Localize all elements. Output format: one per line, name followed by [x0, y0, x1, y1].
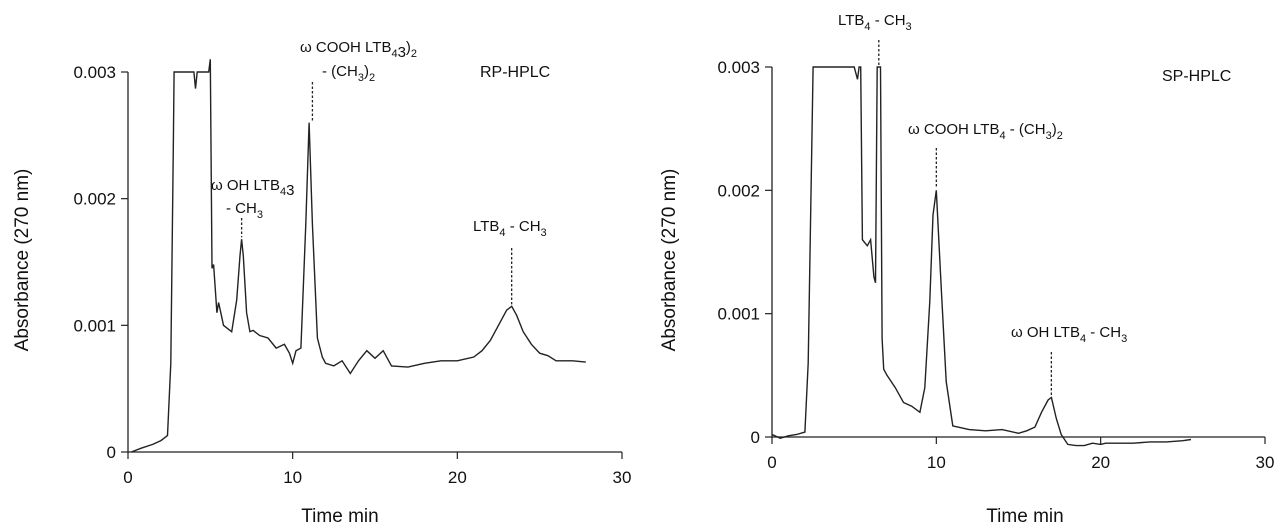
x-tick-label: 10 — [927, 453, 946, 472]
y-tick-label: 0.002 — [717, 181, 760, 200]
axes — [127, 72, 622, 453]
y-ticks: 0 0.001 0.002 0.003 — [717, 58, 772, 447]
y-tick-label: 0 — [751, 428, 760, 447]
x-tick-label: 30 — [1256, 453, 1275, 472]
peak-label: ω COOH LTB43)2 — [300, 39, 417, 61]
x-tick-label: 0 — [767, 453, 776, 472]
y-tick-label: 0.003 — [717, 58, 760, 77]
peak-label: ω OH LTB4 - CH3 — [1011, 324, 1127, 345]
chromatogram-trace — [131, 59, 586, 453]
peak-label-line2: - CH3 — [226, 200, 263, 221]
y-axis-title: Absorbance (270 nm) — [12, 169, 33, 352]
x-axis-title: Time min — [301, 506, 378, 527]
x-ticks: 0 10 20 30 — [767, 437, 1274, 472]
x-ticks: 0 10 20 30 — [123, 452, 631, 487]
sp-hplc-panel: 0 10 20 30 0 0.001 0.002 0.003 LTB4 - CH3 ω COO… — [659, 12, 1274, 527]
peak-label: ω OH LTB43 — [211, 177, 294, 199]
peak-label: ω COOH LTB4 - (CH3)2 — [908, 121, 1063, 142]
panel-title: RP-HPLC — [480, 64, 550, 81]
x-tick-label: 30 — [613, 468, 632, 487]
y-axis-title: Absorbance (270 nm) — [659, 169, 680, 352]
y-ticks: 0 0.001 0.002 0.003 — [73, 63, 128, 462]
y-tick-label: 0.003 — [73, 63, 116, 82]
axes — [771, 67, 1265, 438]
x-tick-label: 0 — [123, 468, 132, 487]
x-axis-title: Time min — [986, 506, 1063, 527]
peak-label: LTB4 - CH3 — [838, 12, 912, 33]
y-tick-label: 0 — [107, 443, 116, 462]
y-tick-label: 0.001 — [73, 316, 116, 335]
peak-annotations: LTB4 - CH3 ω COOH LTB4 - (CH3)2 ω OH LTB4 … — [838, 12, 1127, 396]
x-tick-label: 20 — [1091, 453, 1110, 472]
chromatogram-trace — [771, 66, 1192, 447]
peak-annotations: ω COOH LTB43)2- (CH3)2 ω OH LTB43- CH3 LTB… — [211, 39, 547, 305]
peak-label: LTB4 - CH3 — [473, 218, 547, 239]
y-tick-label: 0.002 — [73, 190, 116, 209]
x-tick-label: 20 — [448, 468, 467, 487]
panel-title: SP-HPLC — [1162, 68, 1231, 85]
peak-label-line2: - (CH3)2 — [322, 63, 375, 84]
y-tick-label: 0.001 — [717, 305, 760, 324]
x-tick-label: 10 — [283, 468, 302, 487]
